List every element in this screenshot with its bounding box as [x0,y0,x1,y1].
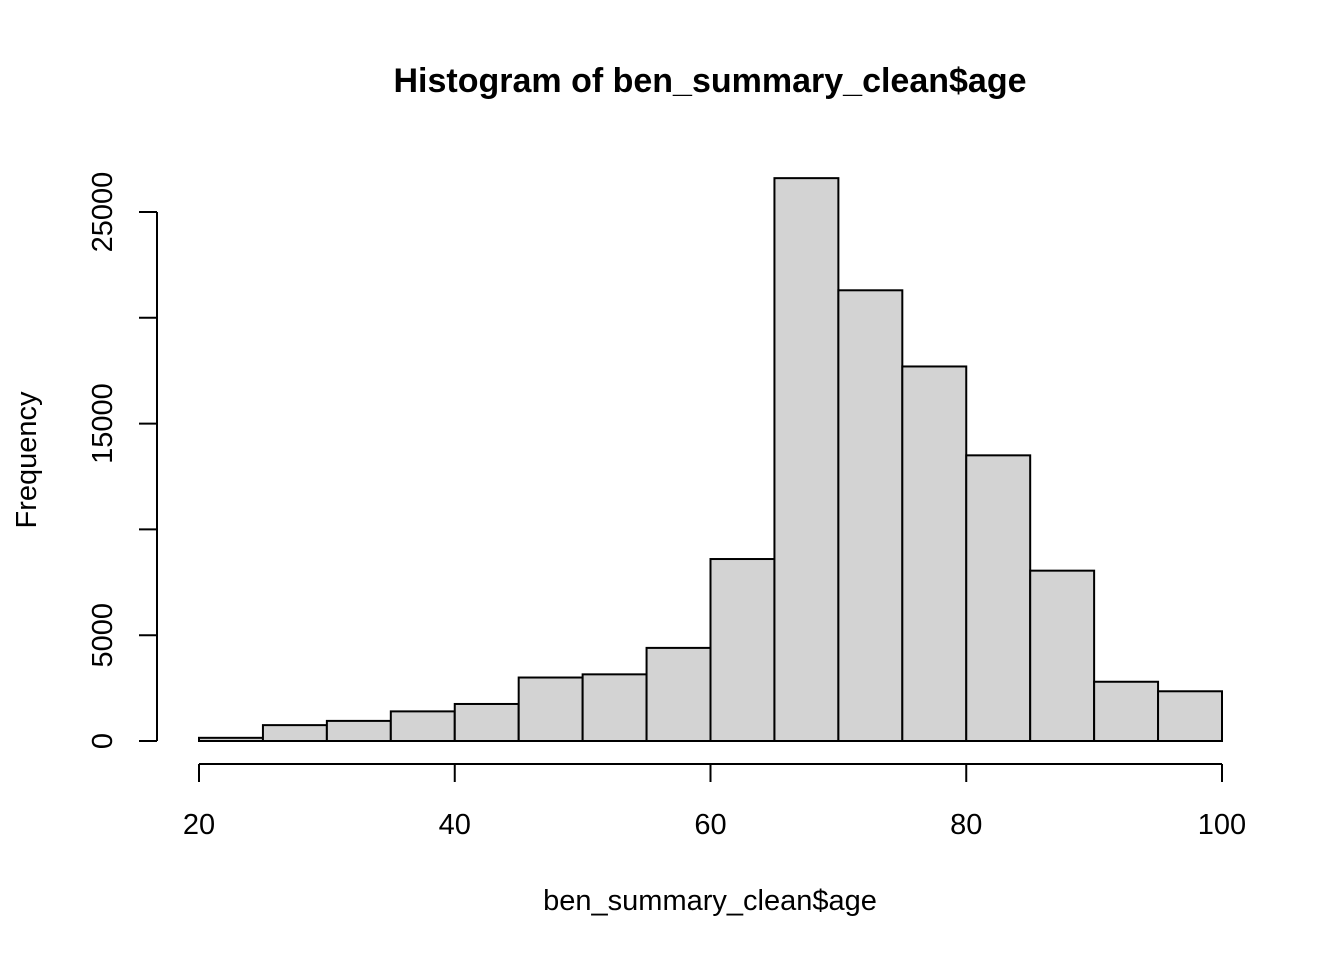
y-axis: 0 5000 15000 25000 [87,172,158,749]
chart-title: Histogram of ben_summary_clean$age [393,62,1026,100]
x-tick-label-60: 60 [694,809,726,841]
x-tick-label-20: 20 [183,809,215,841]
bars-group [198,177,1223,743]
bar-50-55 [581,673,648,743]
x-tick-label-100: 100 [1198,809,1246,841]
y-tick-label-25000: 25000 [87,172,119,253]
bar-70-75 [837,289,904,742]
x-axis-label: ben_summary_clean$age [543,885,877,917]
bar-40-45 [453,702,520,742]
bar-75-80 [901,365,968,742]
bar-35-40 [389,710,456,742]
y-axis-label: Frequency [11,391,43,529]
bar-30-35 [325,719,392,743]
bar-95-100 [1157,690,1223,742]
x-tick-label-40: 40 [439,809,471,841]
bar-65-70 [773,177,840,743]
bar-20-25 [198,736,264,742]
bar-90-95 [1093,680,1160,743]
bar-45-50 [517,676,584,743]
y-tick-label-15000: 15000 [87,383,119,464]
bar-55-60 [645,646,712,742]
bar-60-65 [709,558,776,742]
y-tick-label-5000: 5000 [87,603,119,668]
bar-80-85 [965,454,1032,742]
x-tick-label-80: 80 [950,809,982,841]
x-axis: 20 40 60 80 100 [183,763,1246,841]
bar-25-30 [261,724,328,743]
bar-85-90 [1029,569,1096,742]
y-tick-label-0: 0 [87,733,119,749]
